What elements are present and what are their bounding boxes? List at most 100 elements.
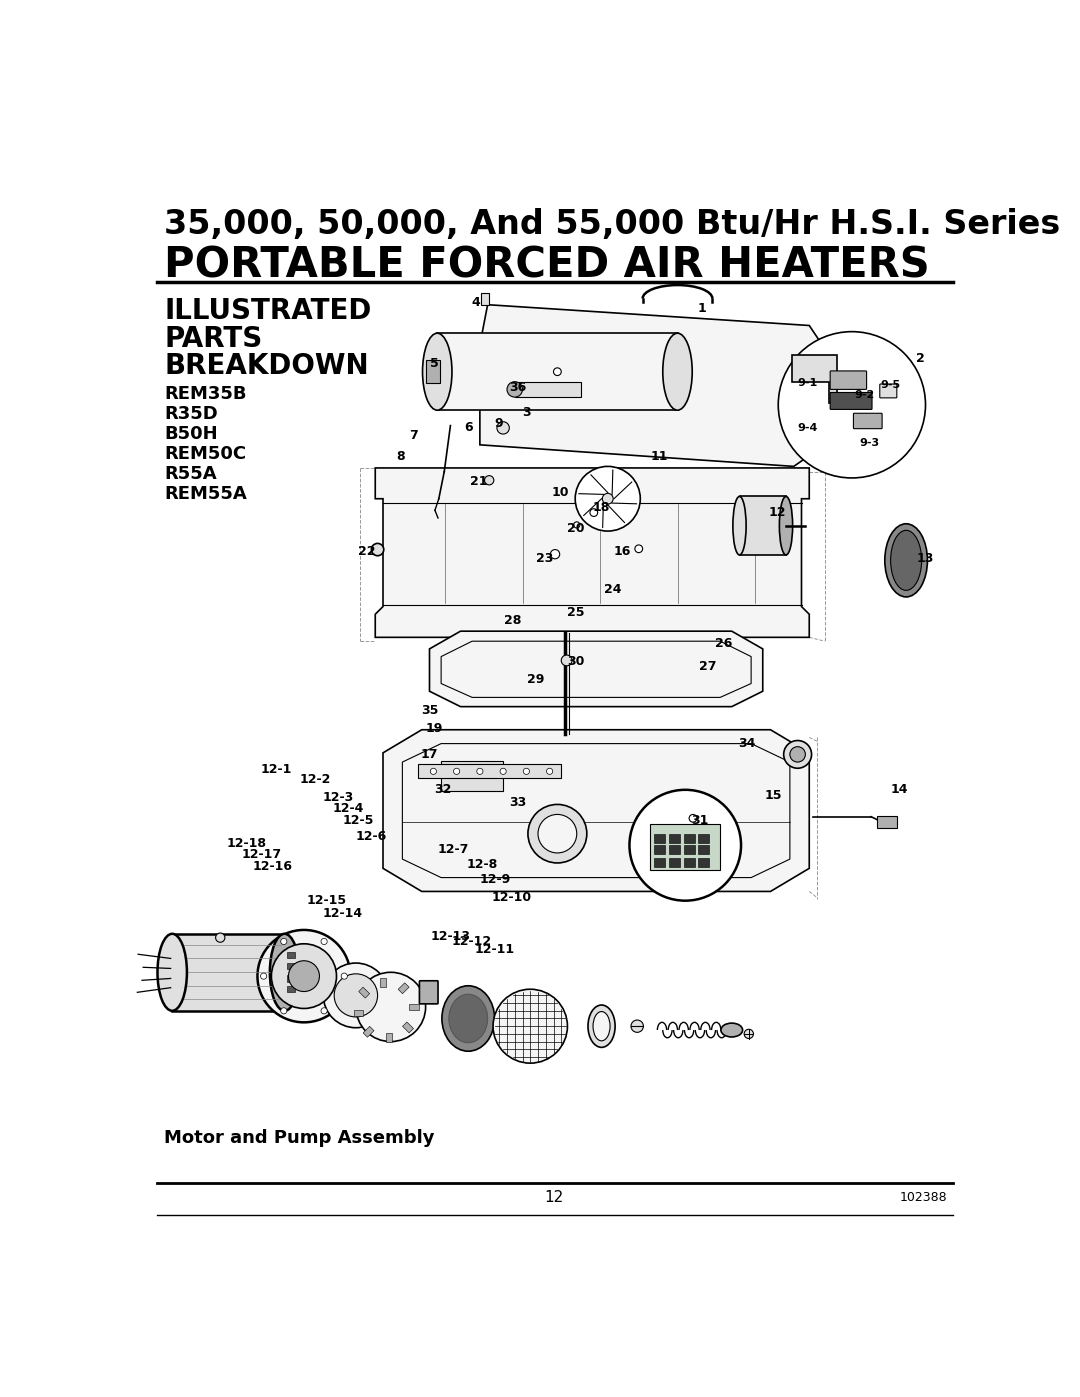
Text: 12-4: 12-4: [333, 802, 364, 814]
Text: 12: 12: [544, 1190, 563, 1206]
Text: Motor and Pump Assembly: Motor and Pump Assembly: [164, 1129, 435, 1147]
Circle shape: [779, 331, 926, 478]
Bar: [426, 360, 440, 383]
FancyBboxPatch shape: [831, 393, 872, 409]
Text: 18: 18: [592, 502, 609, 514]
Text: REM35B: REM35B: [164, 384, 247, 402]
Circle shape: [630, 789, 741, 901]
Text: 16: 16: [613, 545, 632, 557]
Text: R55A: R55A: [164, 465, 217, 483]
Text: 28: 28: [503, 613, 521, 627]
Text: 14: 14: [891, 784, 908, 796]
Text: 17: 17: [420, 747, 437, 761]
Circle shape: [635, 545, 643, 553]
Bar: [441, 760, 503, 791]
Text: 12-8: 12-8: [467, 858, 498, 870]
Text: 24: 24: [604, 583, 621, 597]
Text: 35,000, 50,000, And 55,000 Btu/Hr H.S.I. Series: 35,000, 50,000, And 55,000 Btu/Hr H.S.I.…: [164, 208, 1061, 240]
Circle shape: [288, 961, 320, 992]
Circle shape: [281, 939, 287, 944]
Text: ILLUSTRATED: ILLUSTRATED: [164, 298, 372, 326]
Ellipse shape: [891, 531, 921, 591]
Text: 1: 1: [698, 302, 706, 316]
Text: 2: 2: [916, 352, 924, 365]
Text: 19: 19: [426, 722, 443, 735]
Text: 5: 5: [430, 358, 438, 370]
Bar: [287, 975, 295, 982]
Circle shape: [321, 939, 327, 944]
FancyBboxPatch shape: [650, 824, 720, 870]
Circle shape: [497, 422, 510, 434]
Circle shape: [334, 974, 378, 1017]
Bar: [699, 858, 710, 866]
Text: 12-3: 12-3: [323, 791, 354, 805]
Bar: [399, 983, 409, 993]
Bar: [387, 1034, 392, 1042]
Bar: [699, 834, 710, 842]
Text: 10: 10: [552, 486, 569, 499]
Circle shape: [356, 972, 426, 1042]
Circle shape: [323, 963, 389, 1028]
Text: 20: 20: [567, 521, 585, 535]
Ellipse shape: [663, 334, 692, 411]
Circle shape: [590, 509, 597, 517]
Text: 12-16: 12-16: [253, 861, 293, 873]
FancyBboxPatch shape: [831, 372, 866, 390]
Ellipse shape: [422, 334, 451, 411]
Text: 12-1: 12-1: [260, 763, 292, 777]
Circle shape: [789, 746, 806, 763]
Circle shape: [554, 367, 562, 376]
Text: 9: 9: [495, 416, 503, 430]
Circle shape: [538, 814, 577, 854]
Polygon shape: [375, 468, 809, 637]
Text: 102388: 102388: [900, 1192, 947, 1204]
Bar: [353, 1010, 363, 1016]
Polygon shape: [430, 631, 762, 707]
Text: 12-10: 12-10: [491, 891, 531, 904]
FancyBboxPatch shape: [437, 334, 677, 411]
Text: 12: 12: [769, 506, 786, 520]
Ellipse shape: [588, 1004, 616, 1048]
Text: 15: 15: [765, 789, 782, 802]
Circle shape: [372, 543, 383, 556]
Ellipse shape: [158, 933, 187, 1011]
Text: 12-17: 12-17: [242, 848, 282, 861]
Bar: [669, 834, 679, 842]
Circle shape: [631, 1020, 644, 1032]
Text: 26: 26: [715, 637, 732, 650]
Polygon shape: [383, 729, 809, 891]
Bar: [877, 816, 896, 828]
Text: 33: 33: [509, 796, 526, 809]
Circle shape: [562, 655, 572, 666]
Ellipse shape: [733, 496, 746, 555]
Text: 13: 13: [916, 552, 933, 566]
Text: 22: 22: [357, 545, 375, 557]
Text: 29: 29: [527, 673, 544, 686]
Circle shape: [494, 989, 567, 1063]
Text: 21: 21: [470, 475, 488, 489]
Circle shape: [573, 522, 580, 528]
Circle shape: [257, 930, 350, 1023]
Bar: [699, 845, 710, 854]
Bar: [654, 858, 665, 866]
Ellipse shape: [885, 524, 928, 597]
Text: 4: 4: [471, 296, 480, 309]
Text: 35: 35: [421, 704, 438, 717]
Text: 36: 36: [509, 380, 526, 394]
Text: 12-11: 12-11: [474, 943, 514, 956]
Text: 9-4: 9-4: [798, 423, 818, 433]
FancyBboxPatch shape: [853, 414, 882, 429]
Bar: [287, 963, 295, 970]
Bar: [418, 764, 562, 778]
Circle shape: [485, 475, 494, 485]
FancyBboxPatch shape: [740, 496, 786, 555]
Ellipse shape: [593, 1011, 610, 1041]
Text: 12-9: 12-9: [480, 873, 511, 886]
Ellipse shape: [449, 995, 488, 1042]
Circle shape: [500, 768, 507, 774]
Text: 6: 6: [464, 422, 473, 434]
Text: PORTABLE FORCED AIR HEATERS: PORTABLE FORCED AIR HEATERS: [164, 244, 930, 286]
Ellipse shape: [780, 496, 793, 555]
Text: 32: 32: [434, 784, 451, 796]
Text: 12-18: 12-18: [227, 837, 267, 851]
